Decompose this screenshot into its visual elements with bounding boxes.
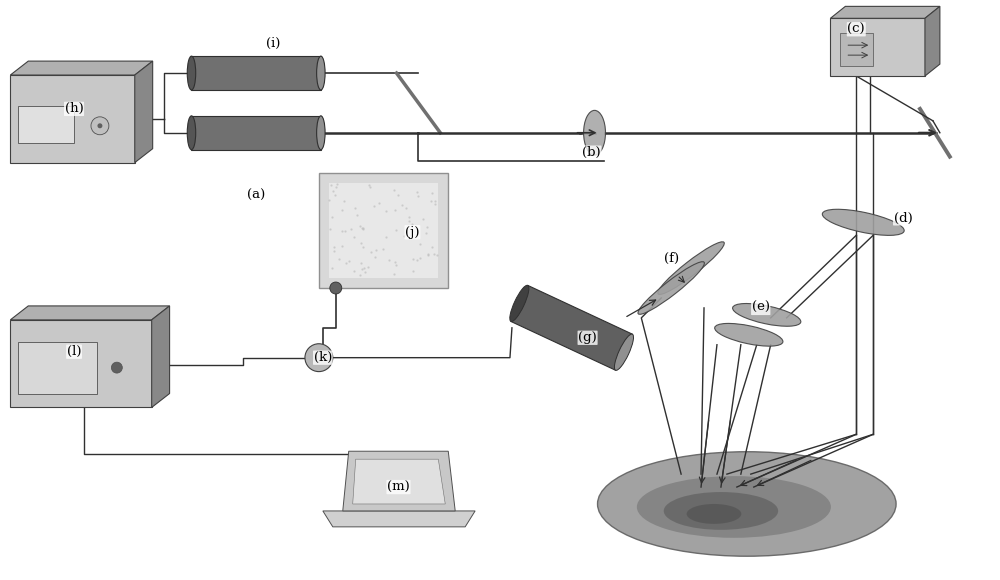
Text: (b): (b) [582,146,601,159]
Text: (c): (c) [847,23,865,36]
Text: (i): (i) [266,37,280,50]
Text: (a): (a) [247,189,265,202]
Text: (k): (k) [314,351,332,364]
Polygon shape [135,61,153,162]
Polygon shape [319,173,448,288]
Ellipse shape [664,492,778,530]
Ellipse shape [187,116,196,150]
Polygon shape [329,183,438,278]
Polygon shape [152,306,170,407]
Ellipse shape [614,334,634,371]
Ellipse shape [187,56,196,90]
Polygon shape [191,56,321,90]
Ellipse shape [638,262,704,314]
Polygon shape [840,33,873,66]
Polygon shape [323,511,475,527]
Ellipse shape [715,324,783,346]
Text: (g): (g) [578,331,597,345]
Polygon shape [18,342,97,394]
Text: (h): (h) [65,103,83,115]
Polygon shape [10,75,135,162]
Text: (e): (e) [752,302,770,314]
Polygon shape [191,116,321,150]
Text: (l): (l) [67,345,81,358]
Ellipse shape [687,504,741,524]
Text: (f): (f) [664,252,679,264]
Ellipse shape [317,56,325,90]
Circle shape [91,117,109,135]
Ellipse shape [658,242,724,295]
Polygon shape [925,6,940,76]
Polygon shape [343,451,455,511]
Circle shape [305,344,333,372]
Polygon shape [10,320,152,407]
Polygon shape [353,459,445,504]
Polygon shape [10,61,153,75]
Circle shape [97,124,102,128]
Circle shape [330,282,342,294]
Ellipse shape [822,209,904,235]
Ellipse shape [733,303,801,326]
Polygon shape [830,6,940,19]
Polygon shape [511,285,632,370]
Text: (d): (d) [894,212,912,225]
Ellipse shape [317,116,325,150]
Polygon shape [10,306,170,320]
Ellipse shape [584,110,605,155]
Polygon shape [830,19,925,76]
Text: (j): (j) [405,226,420,239]
Ellipse shape [637,476,831,538]
Ellipse shape [510,285,529,321]
Polygon shape [18,106,74,143]
Circle shape [111,362,122,373]
Ellipse shape [598,452,896,556]
Text: (m): (m) [387,481,410,494]
